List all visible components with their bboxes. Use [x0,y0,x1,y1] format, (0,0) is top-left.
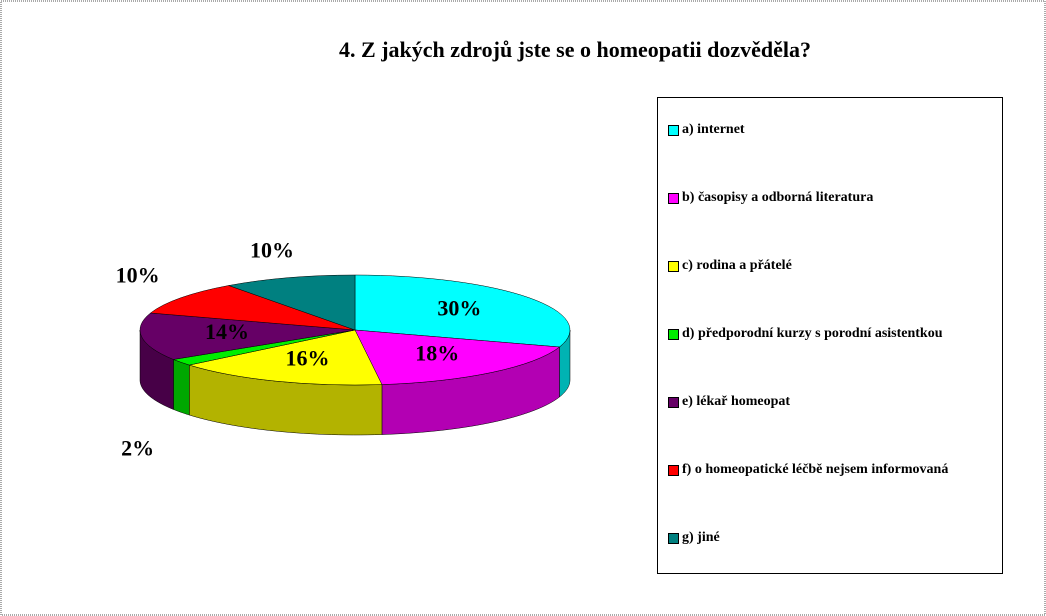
pie-slice [149,285,356,331]
legend-swatch [668,125,679,136]
data-label: 30% [437,296,481,321]
legend-label: e) lékař homeopat [682,394,791,409]
data-label: 16% [286,346,330,371]
chart-title: 4. Z jakých zdrojů jste se o homeopatii … [339,37,811,62]
legend-item: g) jiné [668,528,988,548]
legend-item: a) internet [668,120,988,140]
legend-item: e) lékař homeopat [668,392,988,412]
data-label: 14% [205,319,249,344]
data-label: 10% [116,263,160,288]
legend-item: b) časopisy a odborná literatura [668,188,988,208]
data-label: 2% [121,435,154,460]
data-label: 18% [415,340,459,365]
data-label: 10% [250,238,294,263]
legend-swatch [668,329,679,340]
legend-swatch [668,193,679,204]
legend-label: g) jiné [682,530,720,545]
legend: a) internet b) časopisy a odborná literat… [657,97,1003,574]
legend-swatch [668,397,679,408]
pie-slice [188,329,383,386]
legend-label: d) předporodní kurzy s porodní asistentk… [682,326,943,341]
legend-label: b) časopisy a odborná literatura [682,190,874,205]
legend-label: f) o homeopatické léčbě nejsem informova… [682,462,949,477]
legend-item: d) předporodní kurzy s porodní asistentk… [668,324,988,344]
legend-label: a) internet [682,122,745,137]
pie-slice [354,274,571,348]
legend-item: c) rodina a přátelé [668,256,988,276]
legend-swatch [668,533,679,544]
legend-label: c) rodina a přátelé [682,258,792,273]
pie-slice [139,312,356,360]
legend-swatch [668,465,679,476]
legend-item: f) o homeopatické léčbě nejsem informova… [668,460,988,480]
legend-swatch [668,261,679,272]
pie-slice [354,329,561,385]
pie-side [173,359,190,416]
pie-slice [227,274,356,331]
